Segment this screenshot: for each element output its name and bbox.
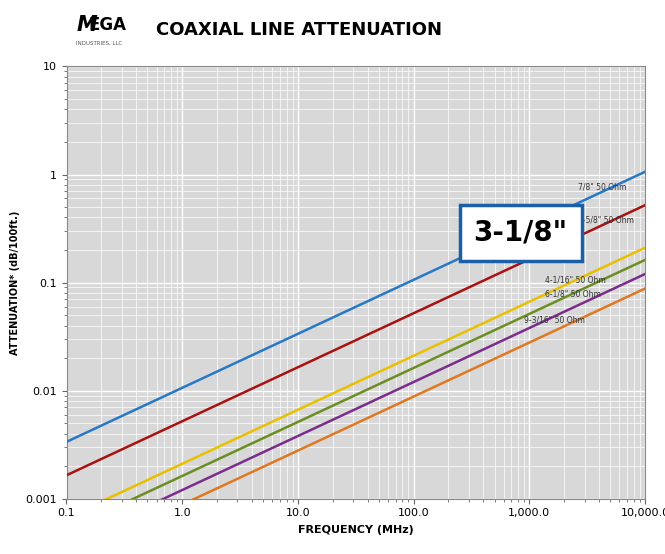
Text: 9-3/16" 50 Ohm: 9-3/16" 50 Ohm [523, 315, 585, 324]
Y-axis label: ATTENUATION* (dB/100ft.): ATTENUATION* (dB/100ft.) [9, 211, 19, 355]
Text: 4-1/16" 50 Ohm: 4-1/16" 50 Ohm [545, 275, 606, 284]
Text: M: M [76, 15, 97, 35]
Text: COAXIAL LINE ATTENUATION: COAXIAL LINE ATTENUATION [156, 22, 442, 39]
Text: EGA: EGA [88, 16, 126, 34]
Text: RF Solutions: RF Solutions [122, 25, 177, 34]
X-axis label: FREQUENCY (MHz): FREQUENCY (MHz) [298, 525, 414, 535]
Text: 3-1/8": 3-1/8" [473, 219, 568, 247]
Text: 6-1/8" 50 Ohm: 6-1/8" 50 Ohm [545, 289, 601, 298]
Text: 1-5/8" 50 Ohm: 1-5/8" 50 Ohm [578, 216, 634, 225]
Text: INDUSTRIES, LLC: INDUSTRIES, LLC [76, 40, 123, 46]
Text: 7/8" 50 Ohm: 7/8" 50 Ohm [578, 182, 626, 191]
